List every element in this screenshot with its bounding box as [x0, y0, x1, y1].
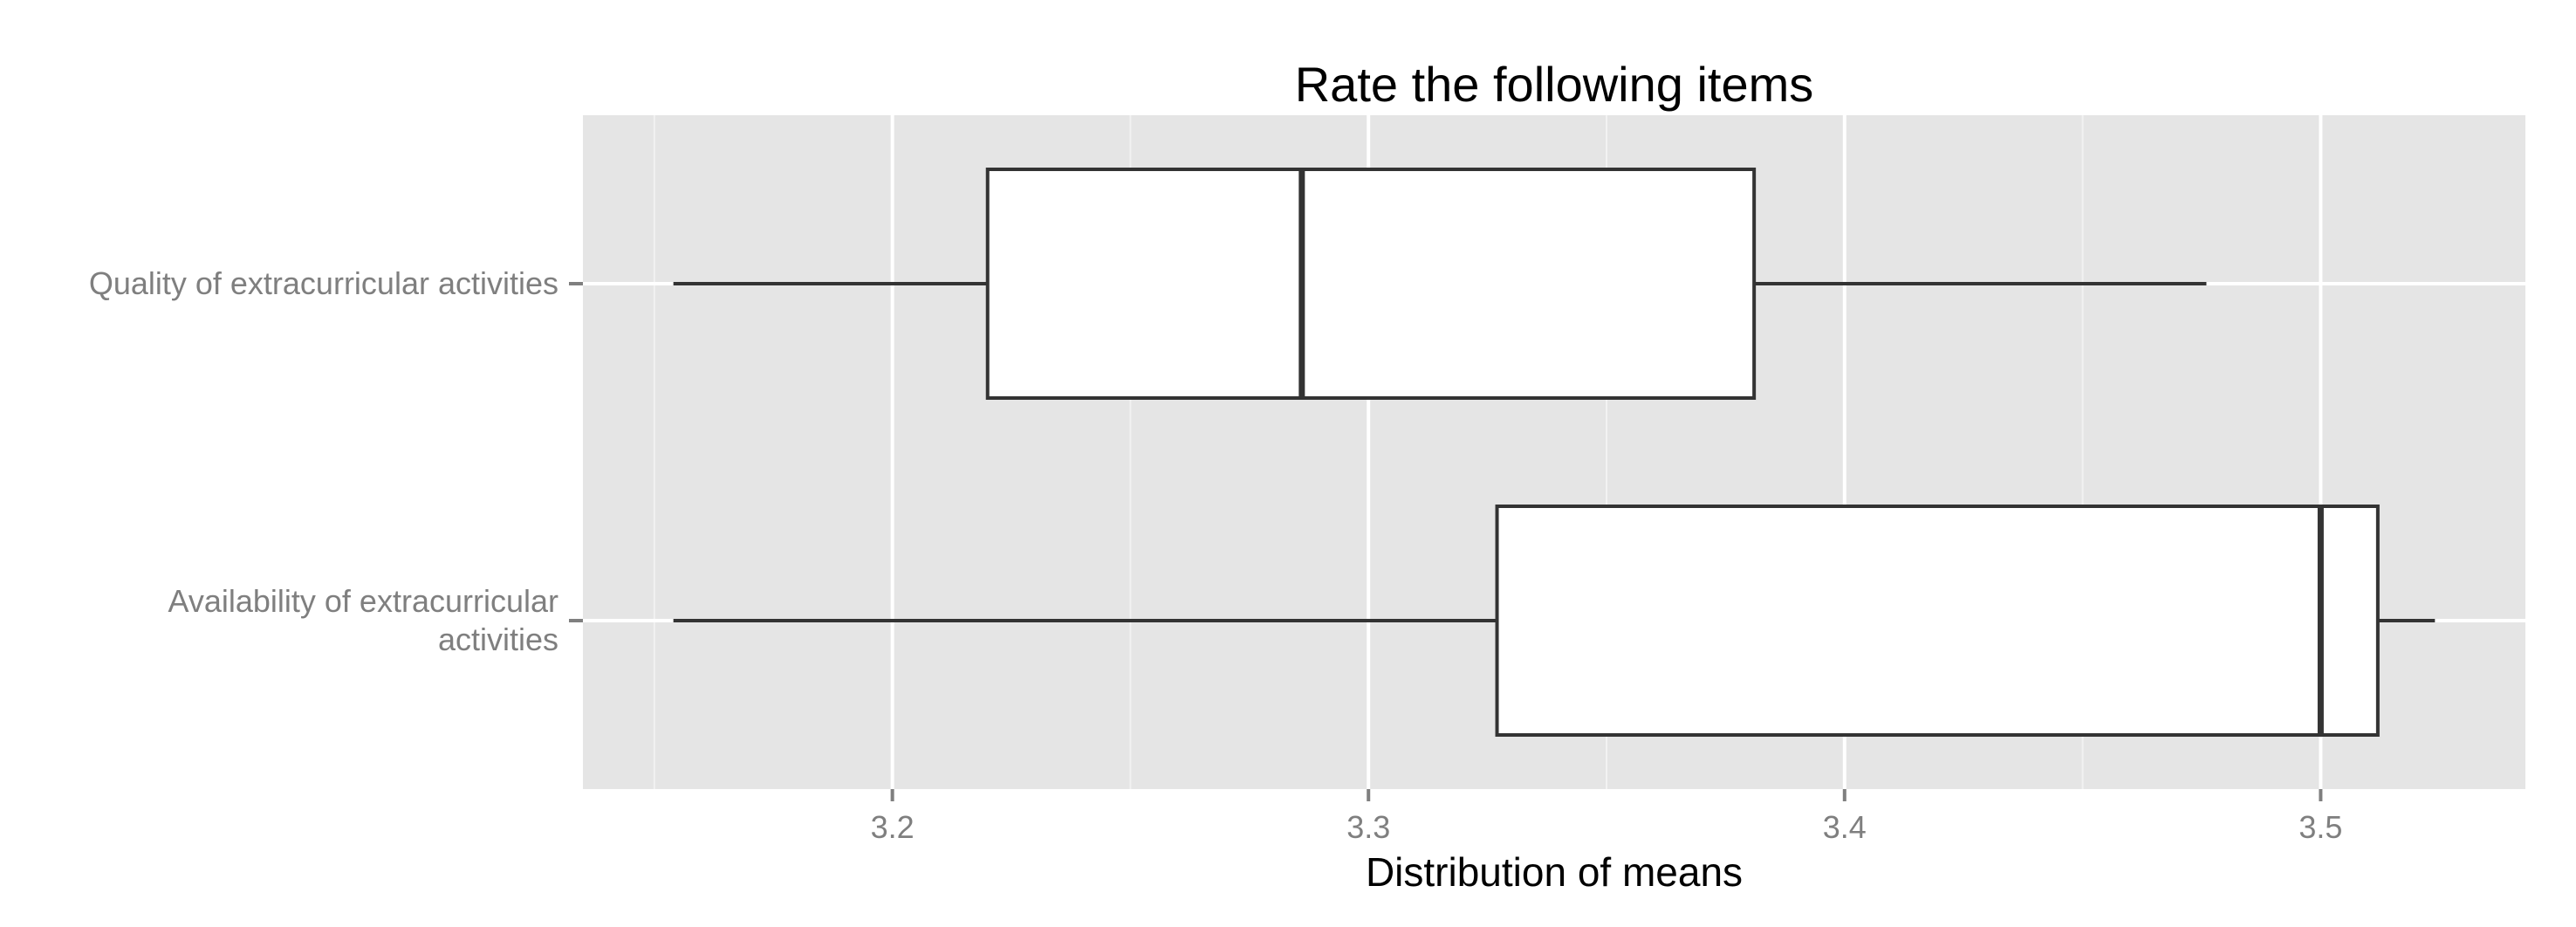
boxplots — [673, 168, 2436, 737]
x-tick-label: 3.3 — [1346, 809, 1390, 845]
y-tick-label: activities — [438, 621, 558, 657]
y-tick-label: Quality of extracurricular activities — [89, 265, 558, 301]
x-axis: 3.2 3.3 3.4 3.5 — [871, 789, 2342, 845]
x-axis-title: Distribution of means — [1366, 849, 1743, 895]
boxplot-1 — [673, 168, 2207, 400]
x-tick-label: 3.5 — [2299, 809, 2342, 845]
x-tick-label: 3.2 — [871, 809, 915, 845]
boxplot-2 — [673, 505, 2436, 737]
box-iqr — [985, 168, 1757, 400]
y-tick-label: Availability of extracurricular — [168, 583, 558, 619]
chart-title: Rate the following items — [1295, 57, 1814, 112]
y-axis: Quality of extracurricular activities Ava… — [89, 265, 583, 657]
box-iqr — [1495, 505, 2380, 737]
x-tick-label: 3.4 — [1823, 809, 1867, 845]
